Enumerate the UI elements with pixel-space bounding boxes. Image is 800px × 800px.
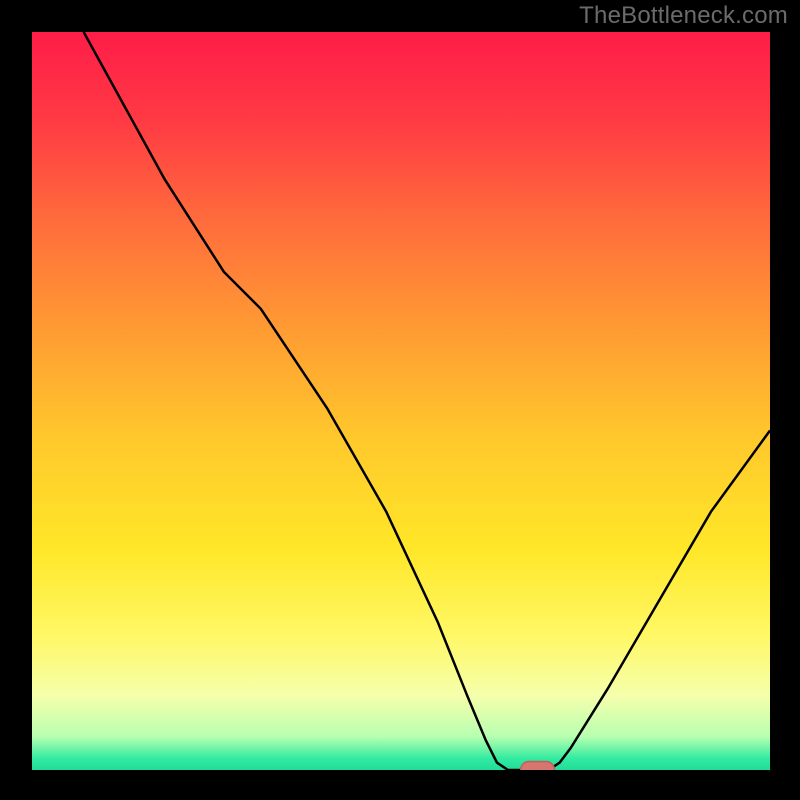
chart-container: TheBottleneck.com xyxy=(0,0,800,800)
plot-area xyxy=(32,32,770,770)
watermark-text: TheBottleneck.com xyxy=(579,2,788,30)
bottleneck-curve-chart xyxy=(32,32,770,770)
optimal-point-marker xyxy=(521,762,555,770)
gradient-background xyxy=(32,32,770,770)
